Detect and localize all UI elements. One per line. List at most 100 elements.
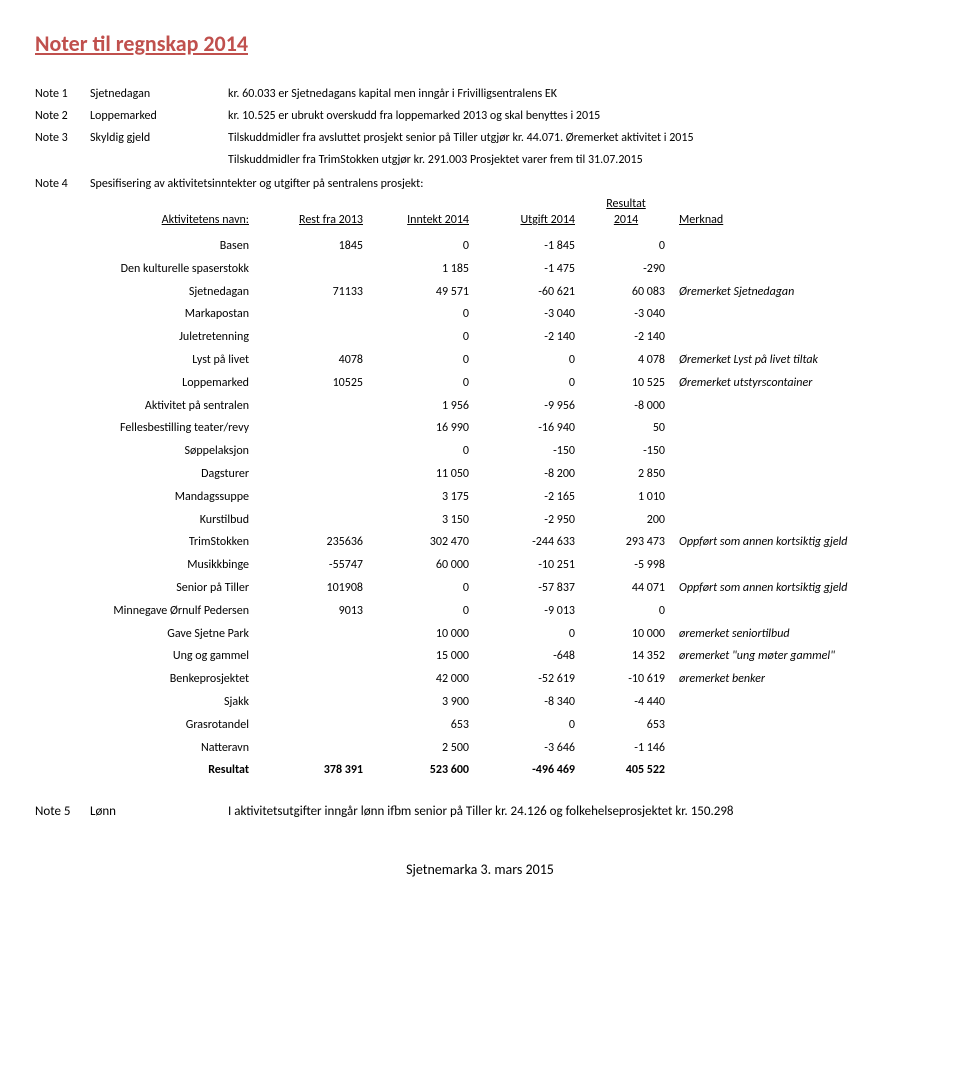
cell-merknad bbox=[671, 737, 881, 760]
cell-rest bbox=[255, 623, 369, 646]
cell-name: Juletretenning bbox=[90, 326, 255, 349]
cell-inntekt: 0 bbox=[369, 326, 475, 349]
cell-inntekt: 0 bbox=[369, 235, 475, 258]
table-row: Grasrotandel 6530653 bbox=[90, 714, 925, 737]
cell-inntekt: 0 bbox=[369, 600, 475, 623]
header-merknad: Merknad bbox=[679, 213, 723, 227]
cell-utgift: -2 165 bbox=[475, 486, 581, 509]
cell-resultat: -3 040 bbox=[581, 303, 671, 326]
cell-inntekt: 60 000 bbox=[369, 554, 475, 577]
cell-inntekt: 3 900 bbox=[369, 691, 475, 714]
table-row: Mandagssuppe3 175-2 1651 010 bbox=[90, 486, 925, 509]
cell-name: Søppelaksjon bbox=[90, 440, 255, 463]
note-2-label: Note 2 bbox=[35, 107, 90, 125]
cell-merknad: øremerket benker bbox=[671, 668, 881, 691]
cell-inntekt: 0 bbox=[369, 372, 475, 395]
cell-resultat: -290 bbox=[581, 258, 671, 281]
note-3-subtext: Tilskuddmidler fra TrimStokken utgjør kr… bbox=[228, 151, 925, 169]
cell-merknad bbox=[671, 303, 881, 326]
cell-utgift: -3 646 bbox=[475, 737, 581, 760]
header-name: Aktivitetens navn: bbox=[162, 213, 249, 227]
cell-resultat: -10 619 bbox=[581, 668, 671, 691]
cell-rest bbox=[255, 486, 369, 509]
cell-inntekt: 42 000 bbox=[369, 668, 475, 691]
table-row: Søppelaksjon0-150-150 bbox=[90, 440, 925, 463]
cell-utgift: 0 bbox=[475, 714, 581, 737]
cell-rest: 10525 bbox=[255, 372, 369, 395]
cell-resultat: 14 352 bbox=[581, 645, 671, 668]
cell-resultat: 44 071 bbox=[581, 577, 671, 600]
cell-utgift: -2 140 bbox=[475, 326, 581, 349]
table-row: Ung og gammel15 000-64814 352øremerket "… bbox=[90, 645, 925, 668]
cell-inntekt: 15 000 bbox=[369, 645, 475, 668]
note-5-label: Note 5 bbox=[35, 804, 90, 819]
cell-inntekt: 10 000 bbox=[369, 623, 475, 646]
cell-merknad: Øremerket utstyrscontainer bbox=[671, 372, 881, 395]
cell-utgift: -8 340 bbox=[475, 691, 581, 714]
total-resultat: 405 522 bbox=[581, 759, 671, 782]
note-1-subject: Sjetnedagan bbox=[90, 85, 228, 103]
note-3-row: Note 3 Skyldig gjeld Tilskuddmidler fra … bbox=[35, 129, 925, 147]
cell-inntekt: 16 990 bbox=[369, 417, 475, 440]
cell-inntekt: 302 470 bbox=[369, 531, 475, 554]
cell-rest bbox=[255, 440, 369, 463]
cell-utgift: 0 bbox=[475, 349, 581, 372]
cell-name: Sjakk bbox=[90, 691, 255, 714]
cell-utgift: -244 633 bbox=[475, 531, 581, 554]
cell-utgift: -9 956 bbox=[475, 395, 581, 418]
table-header-top: Resultat bbox=[90, 197, 925, 211]
cell-name: Kurstilbud bbox=[90, 509, 255, 532]
cell-merknad bbox=[671, 714, 881, 737]
total-inntekt: 523 600 bbox=[369, 759, 475, 782]
note-5-subject: Lønn bbox=[90, 804, 228, 819]
footer-date: Sjetnemarka 3. mars 2015 bbox=[35, 861, 925, 878]
cell-resultat: 50 bbox=[581, 417, 671, 440]
cell-merknad: Øremerket Lyst på livet tiltak bbox=[671, 349, 881, 372]
table-row: Natteravn2 500-3 646-1 146 bbox=[90, 737, 925, 760]
cell-inntekt: 653 bbox=[369, 714, 475, 737]
cell-utgift: -3 040 bbox=[475, 303, 581, 326]
table-row: Senior på Tiller1019080-57 83744 071Oppf… bbox=[90, 577, 925, 600]
table-row: Markapostan0-3 040-3 040 bbox=[90, 303, 925, 326]
cell-utgift: -52 619 bbox=[475, 668, 581, 691]
cell-rest bbox=[255, 691, 369, 714]
cell-merknad: Øremerket Sjetnedagan bbox=[671, 281, 881, 304]
cell-rest: 71133 bbox=[255, 281, 369, 304]
cell-inntekt: 1 185 bbox=[369, 258, 475, 281]
cell-merknad: øremerket "ung møter gammel" bbox=[671, 645, 881, 668]
cell-resultat: -5 998 bbox=[581, 554, 671, 577]
cell-resultat: -150 bbox=[581, 440, 671, 463]
cell-resultat: 1 010 bbox=[581, 486, 671, 509]
cell-name: Basen bbox=[90, 235, 255, 258]
cell-resultat: -4 440 bbox=[581, 691, 671, 714]
cell-utgift: -8 200 bbox=[475, 463, 581, 486]
table-row: Aktivitet på sentralen1 956-9 956-8 000 bbox=[90, 395, 925, 418]
cell-name: Sjetnedagan bbox=[90, 281, 255, 304]
cell-name: Aktivitet på sentralen bbox=[90, 395, 255, 418]
cell-resultat: 60 083 bbox=[581, 281, 671, 304]
total-rest: 378 391 bbox=[255, 759, 369, 782]
cell-utgift: 0 bbox=[475, 372, 581, 395]
cell-merknad bbox=[671, 463, 881, 486]
cell-resultat: 4 078 bbox=[581, 349, 671, 372]
cell-merknad bbox=[671, 258, 881, 281]
cell-name: Grasrotandel bbox=[90, 714, 255, 737]
cell-rest bbox=[255, 463, 369, 486]
table-row: Lyst på livet4078004 078Øremerket Lyst p… bbox=[90, 349, 925, 372]
cell-utgift: -9 013 bbox=[475, 600, 581, 623]
cell-resultat: 653 bbox=[581, 714, 671, 737]
note-3-text: Tilskuddmidler fra avsluttet prosjekt se… bbox=[228, 129, 925, 147]
cell-inntekt: 11 050 bbox=[369, 463, 475, 486]
cell-utgift: -10 251 bbox=[475, 554, 581, 577]
table-row: Dagsturer11 050-8 2002 850 bbox=[90, 463, 925, 486]
cell-utgift: -16 940 bbox=[475, 417, 581, 440]
note-1-row: Note 1 Sjetnedagan kr. 60.033 er Sjetned… bbox=[35, 85, 925, 103]
table-row: Minnegave Ørnulf Pedersen90130-9 0130 bbox=[90, 600, 925, 623]
total-name: Resultat bbox=[90, 759, 255, 782]
cell-utgift: -60 621 bbox=[475, 281, 581, 304]
cell-resultat: 200 bbox=[581, 509, 671, 532]
cell-resultat: 10 000 bbox=[581, 623, 671, 646]
table-row: Den kulturelle spaserstokk1 185-1 475-29… bbox=[90, 258, 925, 281]
cell-rest bbox=[255, 737, 369, 760]
cell-inntekt: 49 571 bbox=[369, 281, 475, 304]
